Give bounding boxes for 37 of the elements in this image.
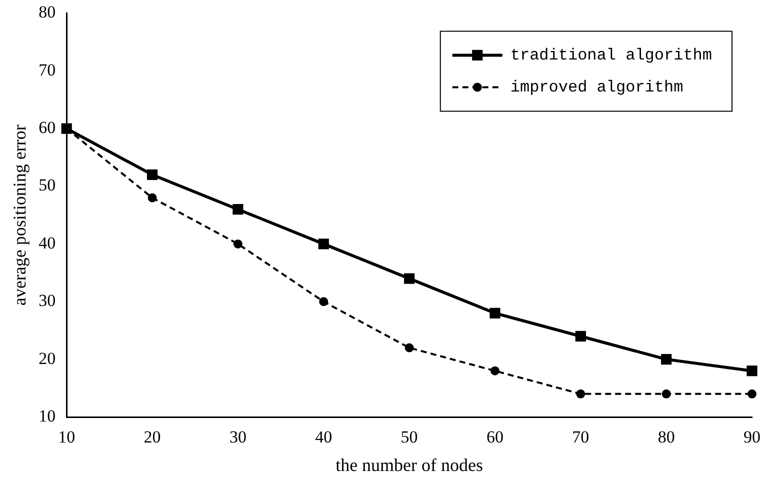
y-axis-title: average positioning error [10, 124, 30, 306]
y-tick-label: 50 [38, 176, 56, 195]
x-tick-label: 90 [744, 428, 760, 447]
legend-label: improved algorithm [510, 78, 684, 96]
point [662, 389, 671, 398]
point [746, 366, 758, 376]
point [319, 297, 328, 306]
point [148, 193, 157, 202]
point [490, 308, 500, 318]
x-tick-label: 40 [315, 428, 332, 447]
point [404, 273, 415, 284]
point [490, 366, 500, 376]
x-tick-label: 10 [58, 428, 76, 447]
legend-label: traditional algorithm [510, 46, 712, 64]
point [232, 204, 244, 215]
x-tick-label: 20 [144, 428, 161, 447]
x-tick-label: 60 [486, 428, 504, 447]
x-axis-title: the number of nodes [336, 454, 484, 475]
point [146, 169, 158, 180]
y-tick-label: 70 [38, 60, 56, 80]
y-tick-label: 10 [38, 406, 56, 426]
x-tick-label: 70 [572, 428, 590, 447]
y-tick-label: 80 [38, 2, 56, 22]
point [233, 239, 242, 248]
point [576, 389, 586, 398]
x-tick-label: 80 [658, 428, 675, 447]
y-tick-label: 40 [38, 233, 56, 252]
y-tick-label: 60 [38, 118, 56, 138]
x-tick-label: 50 [400, 428, 418, 447]
point [748, 389, 756, 398]
point [661, 354, 672, 365]
x-tick-label: 30 [229, 428, 246, 447]
point [404, 343, 414, 352]
y-tick-label: 20 [38, 348, 56, 368]
point [575, 330, 586, 342]
y-tick-label: 30 [38, 291, 56, 310]
point [318, 238, 329, 250]
